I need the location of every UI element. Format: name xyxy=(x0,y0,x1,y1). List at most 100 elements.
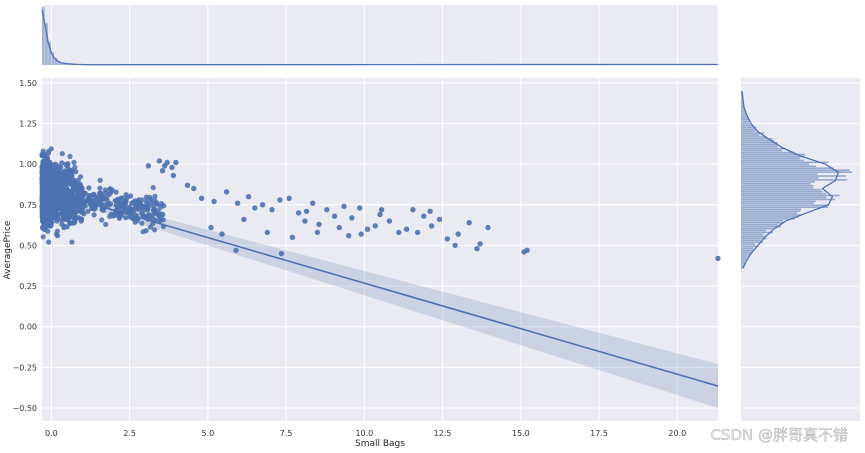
cloud-point-1412 xyxy=(71,184,77,190)
cloud-point-892 xyxy=(85,197,91,203)
right-hist-bar xyxy=(741,103,744,105)
scatter-point-15 xyxy=(252,205,258,211)
cloud-point-1021 xyxy=(99,217,105,223)
cloud-point-386 xyxy=(59,160,65,166)
cloud-point-1317 xyxy=(70,220,76,226)
scatter-point-26 xyxy=(341,203,347,210)
right-hist-bar xyxy=(741,220,784,222)
cloud-point-158 xyxy=(86,185,92,191)
cloud-point-1488 xyxy=(43,169,49,175)
scatter-point-7 xyxy=(170,172,177,179)
cloud-point-1032 xyxy=(140,212,146,218)
right-hist-bar xyxy=(741,198,836,201)
right-hist-bar xyxy=(741,262,746,265)
scatter-points xyxy=(145,158,721,262)
cloud-point-1170 xyxy=(69,176,75,183)
right-hist-bar xyxy=(741,101,744,103)
y-tick-label-0: −0.50 xyxy=(12,404,37,413)
top-marginal-grid xyxy=(50,5,678,65)
scatter-point-24 xyxy=(324,207,330,213)
right-hist-bar xyxy=(741,173,818,175)
scatter-point-1 xyxy=(159,168,166,174)
scatter-point-8 xyxy=(184,182,191,188)
main-plot-background xyxy=(42,78,718,421)
right-hist-bar xyxy=(741,99,744,101)
y-tick-label-8: 1.50 xyxy=(19,79,37,88)
right-hist-bar xyxy=(741,235,767,238)
cloud-point-1316 xyxy=(160,217,166,223)
cloud-point-131 xyxy=(139,220,145,226)
cloud-point-1389 xyxy=(51,211,58,217)
cloud-point-1070 xyxy=(151,206,158,212)
x-tick-label-7: 17.5 xyxy=(590,429,608,438)
right-hist-bar xyxy=(741,161,829,164)
scatter-point-35 xyxy=(410,207,416,213)
cloud-point-1441 xyxy=(93,194,99,200)
right-hist-bar xyxy=(741,266,744,269)
scatter-point-38 xyxy=(436,216,443,223)
top-hist-bar-4 xyxy=(54,58,58,65)
right-hist-bar xyxy=(741,222,784,224)
right-hist-bar xyxy=(741,206,828,209)
cloud-point-993 xyxy=(46,239,52,245)
right-hist-bar xyxy=(741,140,775,142)
cloud-point-1443 xyxy=(76,186,82,192)
right-hist-bar xyxy=(741,179,848,181)
right-hist-bar xyxy=(741,196,827,199)
right-hist-bar xyxy=(741,202,814,205)
cloud-point-271 xyxy=(97,177,103,183)
cloud-point-856 xyxy=(143,228,149,234)
right-hist-bar xyxy=(741,259,747,261)
right-hist-bar xyxy=(741,264,744,267)
right-hist-bar xyxy=(741,169,850,171)
cloud-point-41 xyxy=(59,151,65,157)
right-hist-bar xyxy=(741,145,778,148)
right-hist-bar xyxy=(741,126,757,129)
scatter-point-12 xyxy=(223,189,230,195)
scatter-point-3 xyxy=(164,159,170,166)
cloud-point-1497 xyxy=(51,198,57,204)
scatter-point-50 xyxy=(474,246,480,252)
x-tick-label-8: 20.0 xyxy=(668,429,686,438)
right-hist-bar xyxy=(741,114,748,117)
right-hist-bar xyxy=(741,110,745,113)
right-hist-bar xyxy=(741,143,778,146)
cloud-point-1392 xyxy=(113,189,119,195)
scatter-point-45 xyxy=(314,229,321,236)
watermark-text: CSDN @胖哥真不错 xyxy=(710,426,848,444)
right-hist-bar xyxy=(741,261,745,263)
right-hist-bar xyxy=(741,194,840,197)
cloud-point-650 xyxy=(152,193,158,199)
y-tick-labels: −0.50 −0.25 0.00 0.25 0.50 0.75 1.00 1.25 1.50 xyxy=(12,79,37,413)
right-hist-bar xyxy=(741,251,753,253)
cloud-point-1229 xyxy=(53,161,59,167)
right-hist-bar xyxy=(741,97,743,99)
scatter-point-53 xyxy=(715,255,721,262)
right-hist-bar xyxy=(741,151,795,154)
cloud-point-1204 xyxy=(123,192,129,198)
x-tick-label-2: 5.0 xyxy=(202,429,215,438)
scatter-point-13 xyxy=(234,200,241,206)
scatter-point-30 xyxy=(372,223,378,229)
right-marginal-background xyxy=(741,78,860,421)
right-hist-bar xyxy=(741,237,767,240)
cloud-point-1320 xyxy=(77,203,83,209)
cloud-point-1361 xyxy=(111,212,117,219)
x-tick-label-0: 0.0 xyxy=(45,429,58,438)
right-hist-bar xyxy=(741,247,754,249)
scatter-point-36 xyxy=(421,213,427,219)
cloud-point-1053 xyxy=(78,218,84,224)
right-hist-bar xyxy=(741,95,743,97)
y-tick-label-6: 1.00 xyxy=(19,160,37,169)
cloud-point-1405 xyxy=(75,215,82,221)
cloud-point-1005 xyxy=(154,200,160,206)
right-hist-bar xyxy=(741,124,753,127)
scatter-point-49 xyxy=(452,242,458,249)
cloud-point-1201 xyxy=(61,225,67,231)
cloud-point-1414 xyxy=(103,221,109,227)
cloud-point-947 xyxy=(152,227,158,233)
scatter-point-48 xyxy=(278,250,285,257)
right-hist-bar xyxy=(741,212,798,214)
cloud-point-1499 xyxy=(43,162,50,168)
scatter-point-47 xyxy=(233,247,239,253)
